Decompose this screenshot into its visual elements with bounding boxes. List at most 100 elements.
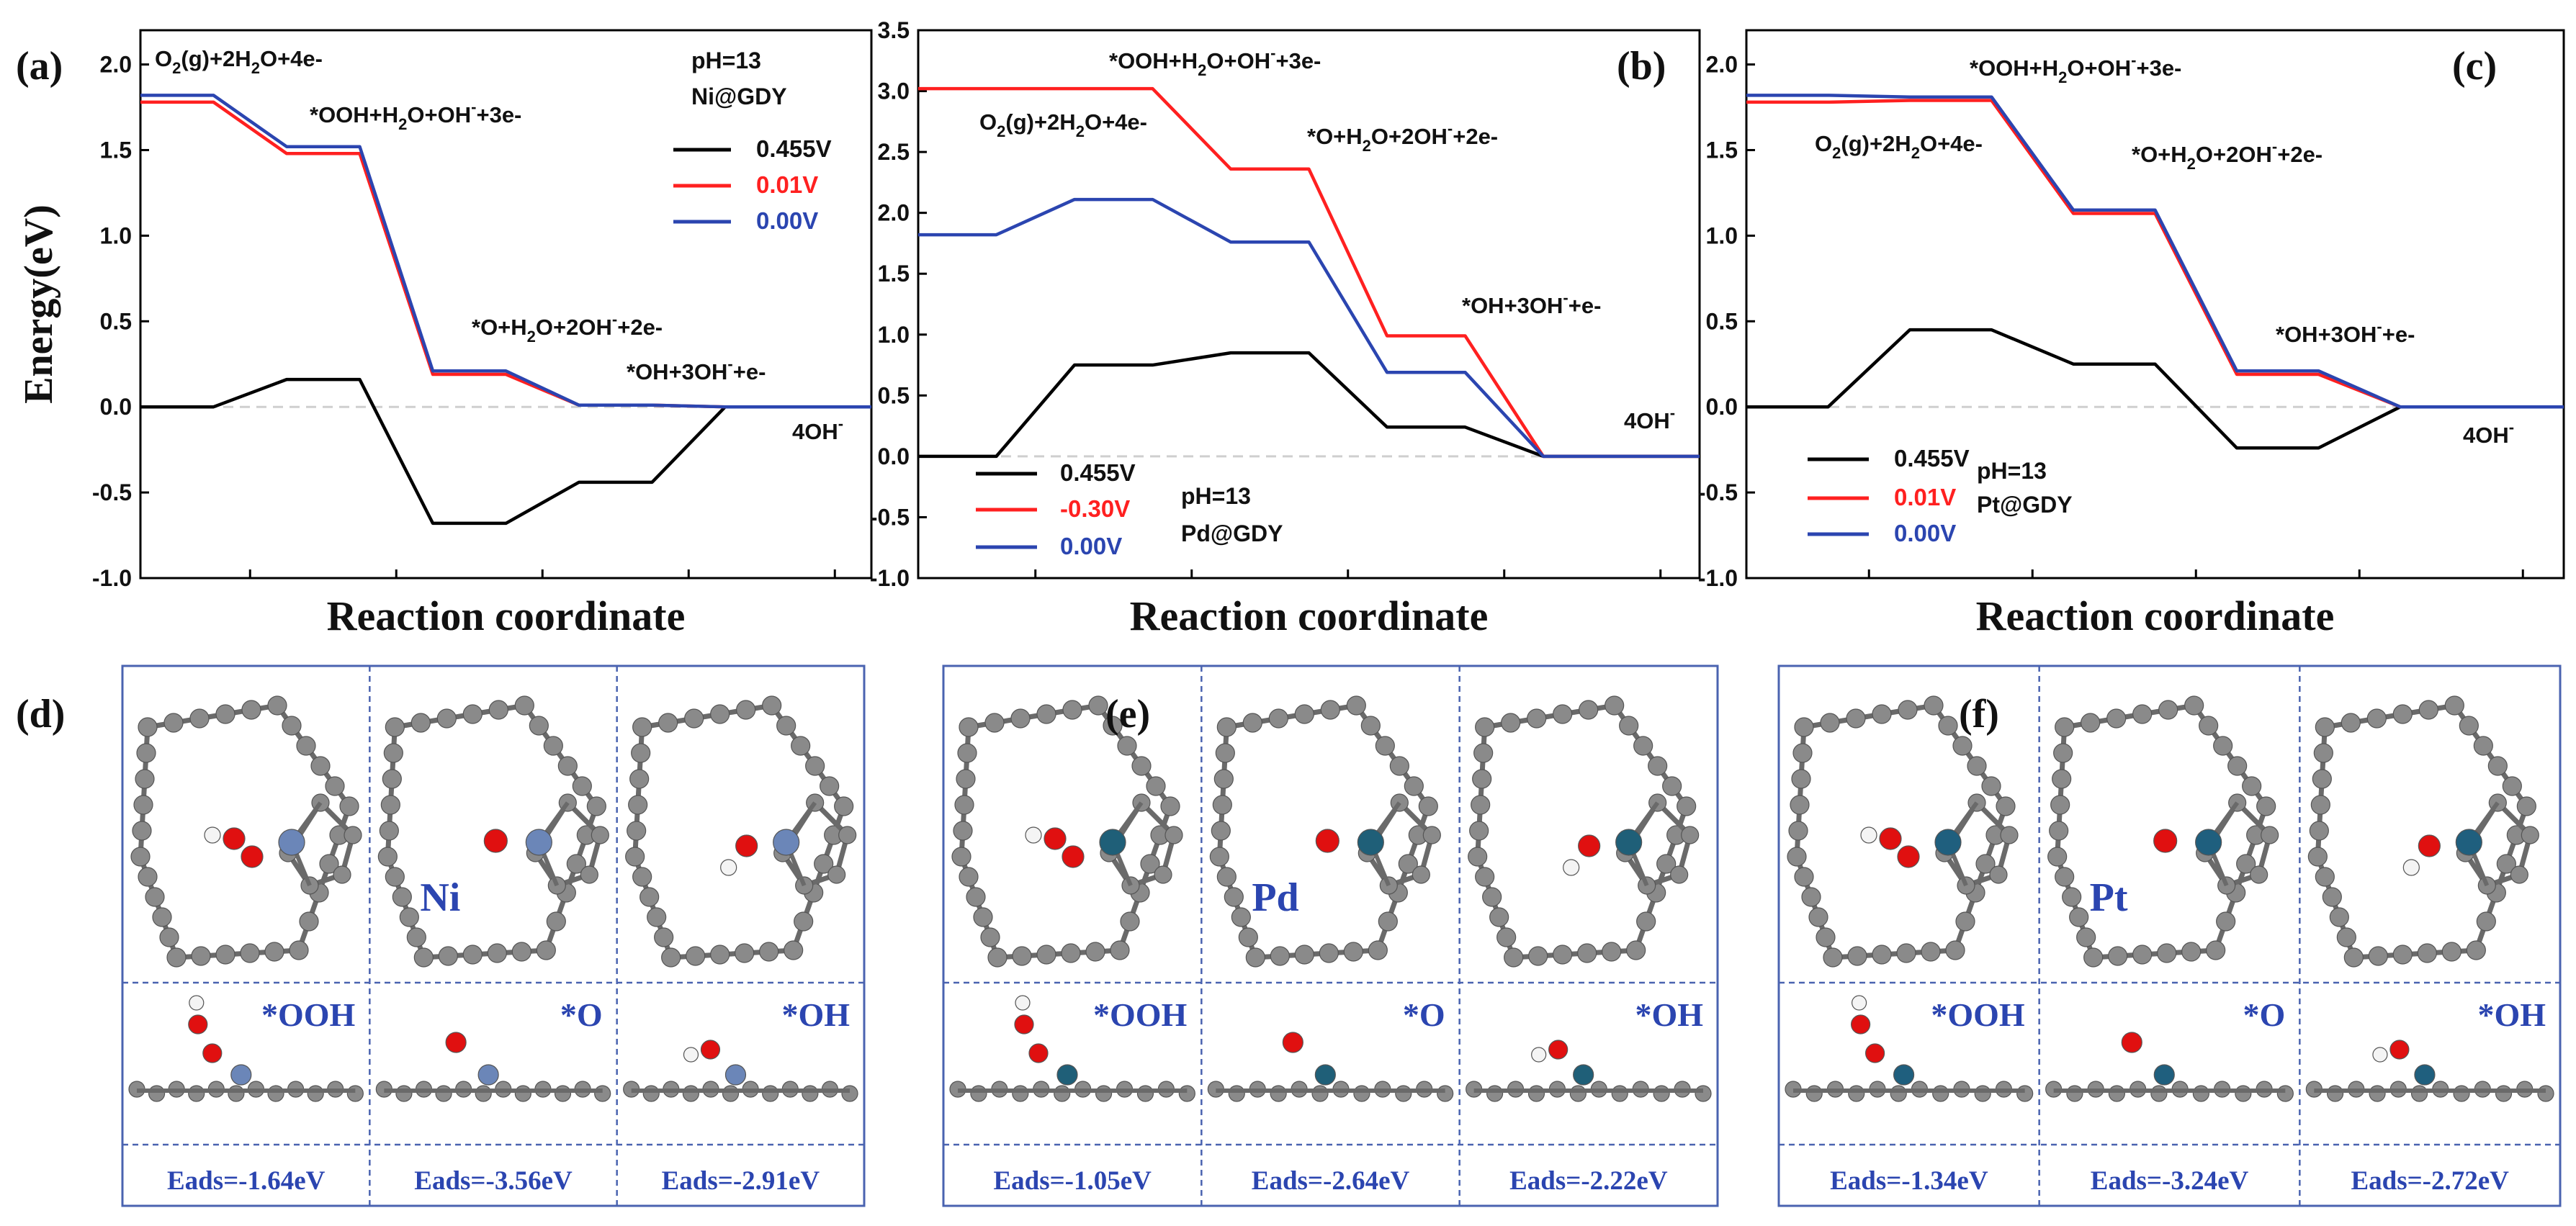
carbon-atom xyxy=(2369,1085,2386,1102)
carbon-atom xyxy=(1932,1085,1949,1102)
carbon-atom xyxy=(2053,743,2073,763)
carbon-atom xyxy=(145,887,165,907)
metal-atom xyxy=(477,1064,499,1086)
carbon-atom xyxy=(1437,1085,1454,1102)
carbon-atom xyxy=(1790,795,1810,815)
carbon-atom xyxy=(2444,695,2464,716)
carbon-atom xyxy=(572,776,592,796)
oxygen-atom xyxy=(2121,1032,2142,1053)
state-label: *OH+3OH-+e- xyxy=(1462,289,1601,318)
carbon-atom xyxy=(661,947,681,968)
oxygen-atom xyxy=(1282,1032,1303,1053)
carbon-atom xyxy=(827,865,846,884)
carbon-atom xyxy=(382,769,402,789)
carbon-atom xyxy=(984,713,1005,733)
carbon-atom xyxy=(406,927,426,947)
carbon-atom xyxy=(2158,700,2178,720)
carbon-atom xyxy=(1178,1085,1195,1102)
legend-label: 0.455V xyxy=(1060,459,1136,486)
carbon-atom xyxy=(1890,1085,1907,1102)
carbon-atom xyxy=(1216,717,1237,737)
chart-panel-1: -1.0 -0.5 0.0 0.5 1.0 1.5 2.0 2.5 3.0 3.5 O2(g)+2H… xyxy=(870,17,1701,639)
adsorbate-label: *OH xyxy=(2477,996,2546,1033)
carbon-atom xyxy=(1974,1085,1991,1102)
eads-value: Eads=-1.34eV xyxy=(1830,1166,1988,1196)
carbon-atom xyxy=(1036,704,1056,724)
y-tick-label: 0.0 xyxy=(100,394,132,420)
carbon-atom xyxy=(2206,940,2226,960)
carbon-atom xyxy=(1095,1085,1113,1102)
carbon-atom xyxy=(436,708,457,729)
energy-diagrams: -1.0 -0.5 0.0 0.5 1.0 1.5 2.0 O2(g)+2H2O+4e- *OO… xyxy=(16,17,2565,639)
metal-atom xyxy=(1615,829,1643,856)
carbon-atom xyxy=(1213,769,1234,789)
adsorbate-label: *OOH xyxy=(1093,996,1188,1033)
y-tick-label: 0.5 xyxy=(100,308,132,334)
carbon-atom xyxy=(594,1085,611,1102)
carbon-atom xyxy=(299,911,319,932)
hydrogen-atom xyxy=(1860,826,1877,844)
carbon-atom xyxy=(2069,907,2089,927)
carbon-atom xyxy=(1662,776,1682,796)
carbon-atom xyxy=(1311,1085,1329,1102)
carbon-atom xyxy=(1681,826,1700,844)
carbon-atom xyxy=(2052,769,2072,789)
carbon-atom xyxy=(2055,717,2075,737)
carbon-atom xyxy=(2108,946,2128,966)
eads-value: Eads=-1.05eV xyxy=(993,1166,1152,1196)
carbon-atom xyxy=(2453,1085,2470,1102)
carbon-atom xyxy=(138,867,158,887)
oxygen-atom xyxy=(2389,1040,2410,1060)
carbon-atom xyxy=(834,796,854,816)
y-axis-label: Energy(eV) xyxy=(17,204,61,404)
structure-frame xyxy=(121,664,866,1207)
adsorption-structures: *OOH Eads=-1.64eV *O Eads=-3.56eV *OH Eads=-2… xyxy=(16,664,2562,1207)
carbon-atom xyxy=(1088,695,1108,716)
carbon-atom xyxy=(2310,795,2330,815)
hydrogen-atom xyxy=(683,1047,699,1063)
carbon-atom xyxy=(2417,943,2437,963)
hydrogen-atom xyxy=(1531,1047,1547,1063)
carbon-atom xyxy=(1422,826,1441,844)
carbon-atom xyxy=(1955,911,1975,932)
oxygen-atom xyxy=(1578,834,1601,857)
state-label: O2(g)+2H2O+4e- xyxy=(155,46,323,77)
carbon-atom xyxy=(1010,708,1031,729)
carbon-atom xyxy=(2368,946,2388,966)
carbon-atom xyxy=(380,795,400,815)
carbon-atom xyxy=(973,907,993,927)
oxygen-atom xyxy=(445,1032,467,1053)
carbon-atom xyxy=(1602,942,1622,962)
carbon-atom xyxy=(1489,907,1509,927)
y-tick-label: 1.5 xyxy=(878,261,910,287)
state-label: 4OH- xyxy=(792,415,843,444)
carbon-atom xyxy=(2313,743,2333,763)
y-tick-label: 2.0 xyxy=(1706,52,1738,78)
carbon-atom xyxy=(1061,943,1081,963)
oxygen-atom xyxy=(1851,1014,1871,1035)
carbon-atom xyxy=(647,907,667,927)
carbon-atom xyxy=(1212,795,1232,815)
panel-label: (a) xyxy=(16,44,63,89)
structure-panel-0: *OOH Eads=-1.64eV *O Eads=-3.56eV *OH Eads=-2… xyxy=(16,664,866,1207)
carbon-atom xyxy=(1896,943,1916,963)
chart-panel-2: -1.0 -0.5 0.0 0.5 1.0 1.5 2.0 O2(g)+2H2O+4e- *OO… xyxy=(1698,29,2565,639)
carbon-atom xyxy=(2016,1085,2034,1102)
carbon-atom xyxy=(191,946,211,966)
carbon-atom xyxy=(2521,826,2539,844)
metal-atom xyxy=(1934,829,1962,856)
y-tick-label: -1.0 xyxy=(1698,565,1738,591)
adsorbate-label: *OOH xyxy=(261,996,356,1033)
carbon-atom xyxy=(710,945,730,965)
carbon-atom xyxy=(488,700,508,720)
metal-atom xyxy=(773,829,800,856)
metal-atom xyxy=(1357,829,1384,856)
metal-label: Pt xyxy=(2090,875,2128,920)
series-line--0.30V xyxy=(918,86,1700,459)
y-tick-label: -0.5 xyxy=(92,479,132,505)
carbon-atom xyxy=(1486,1085,1504,1102)
carbon-atom xyxy=(1404,776,1424,796)
carbon-atom xyxy=(1656,854,1677,874)
eads-value: Eads=-3.24eV xyxy=(2091,1166,2249,1196)
carbon-atom xyxy=(130,847,151,867)
